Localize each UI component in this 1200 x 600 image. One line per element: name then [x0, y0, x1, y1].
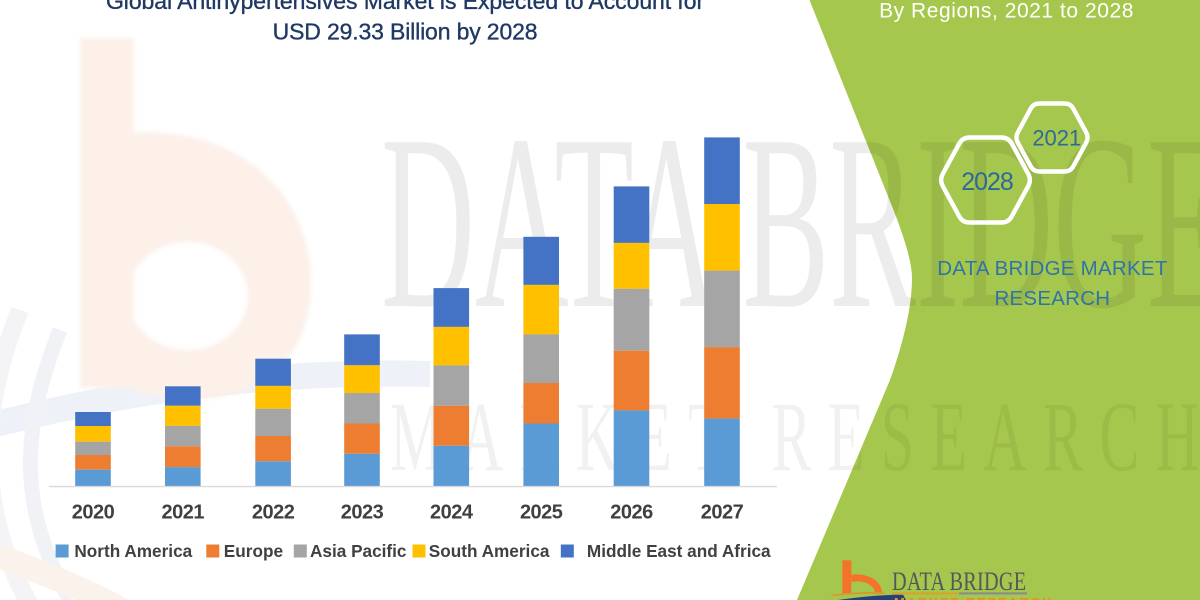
svg-text:2026: 2026 — [610, 502, 653, 524]
svg-text:Asia Pacific: Asia Pacific — [310, 541, 407, 561]
svg-text:2028: 2028 — [961, 168, 1013, 196]
svg-text:MARKET RESEARCH: MARKET RESEARCH — [390, 381, 1200, 491]
svg-text:Global Antihypertensives Marke: Global Antihypertensives Market is Expec… — [106, 0, 704, 14]
svg-text:2022: 2022 — [252, 502, 295, 524]
svg-text:2025: 2025 — [520, 502, 563, 524]
svg-text:RESEARCH: RESEARCH — [994, 287, 1110, 310]
svg-text:North America: North America — [74, 541, 192, 561]
svg-text:2024: 2024 — [430, 502, 474, 524]
svg-text:DATA BRIDGE: DATA BRIDGE — [381, 84, 1200, 361]
svg-text:USD 29.33 Billion by 2028: USD 29.33 Billion by 2028 — [273, 19, 538, 45]
svg-text:2027: 2027 — [701, 502, 744, 524]
svg-text:2021: 2021 — [162, 502, 205, 524]
svg-text:Middle East and Africa: Middle East and Africa — [587, 541, 771, 561]
svg-text:Europe: Europe — [224, 541, 283, 561]
svg-text:DATA BRIDGE: DATA BRIDGE — [892, 568, 1026, 597]
svg-text:2023: 2023 — [341, 502, 384, 524]
svg-text:2021: 2021 — [1032, 125, 1081, 150]
svg-text:2020: 2020 — [72, 502, 115, 524]
svg-text:DATA BRIDGE MARKET: DATA BRIDGE MARKET — [937, 257, 1168, 280]
svg-text:MARKET RESEARCH: MARKET RESEARCH — [894, 595, 1053, 600]
svg-text:By Regions, 2021 to 2028: By Regions, 2021 to 2028 — [879, 0, 1134, 23]
svg-text:South America: South America — [429, 541, 550, 561]
